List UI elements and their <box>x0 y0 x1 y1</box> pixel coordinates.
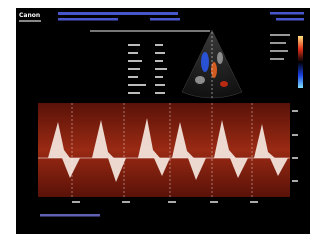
page: Canon <box>0 0 323 243</box>
info-line <box>90 30 210 32</box>
ultrasound-screen: Canon <box>0 0 323 243</box>
doppler-spectrum <box>38 103 290 197</box>
header-sub <box>19 20 41 22</box>
color-bar <box>298 36 303 88</box>
footer-text <box>40 214 100 217</box>
brand: Canon <box>19 12 40 19</box>
